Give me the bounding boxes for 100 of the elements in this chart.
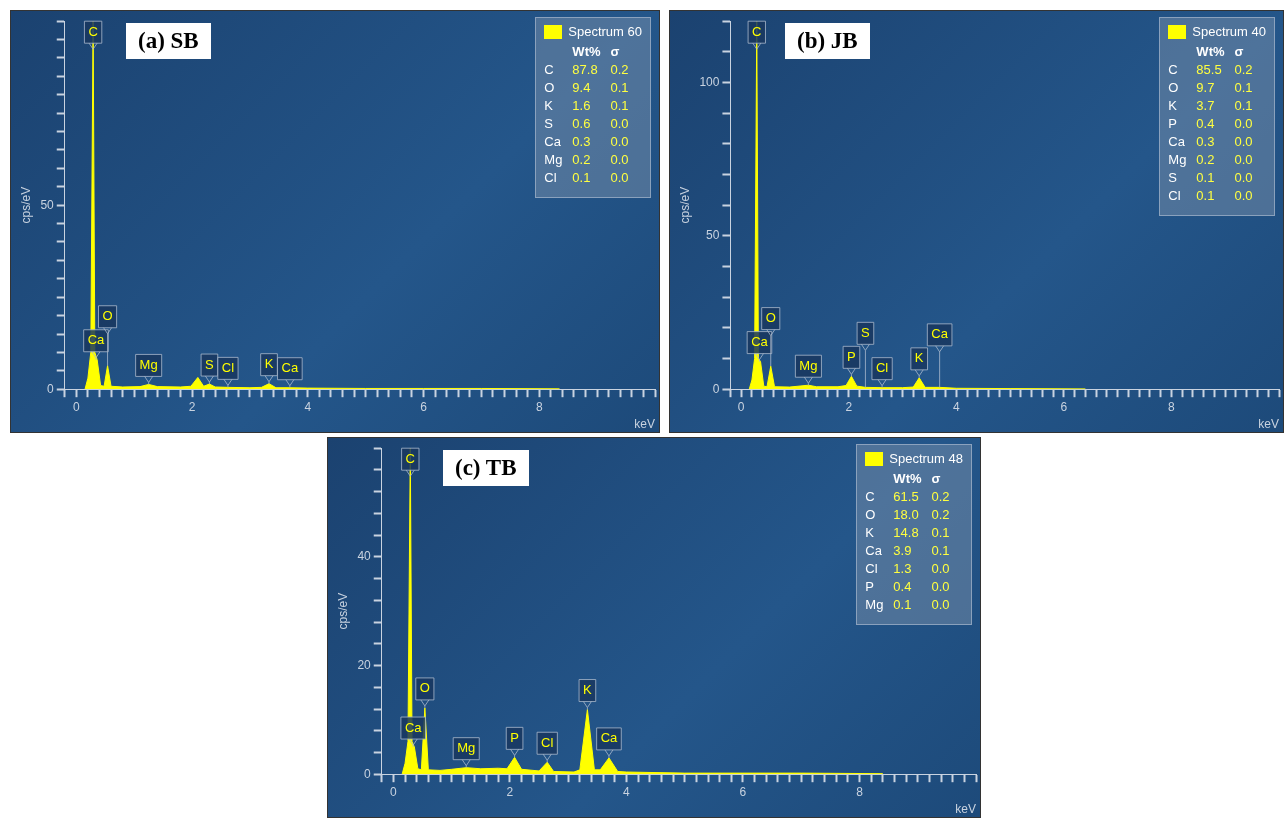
annotation: P <box>865 578 875 596</box>
annotation: Cl <box>541 734 554 750</box>
x-tick-label: 0 <box>390 784 398 799</box>
annotation: S <box>1168 169 1178 187</box>
annotation: Cl <box>544 169 558 187</box>
x-axis-title: keV <box>955 802 976 817</box>
x-tick-label: 6 <box>420 399 428 414</box>
annotation: 0.0 <box>931 596 951 614</box>
annotation: Wt% <box>893 470 923 488</box>
annotation: S <box>544 115 554 133</box>
x-tick-label: 8 <box>856 784 864 799</box>
annotation: Mg <box>544 151 564 169</box>
annotation: 0.0 <box>610 133 630 151</box>
annotation: O <box>865 506 877 524</box>
annotation: 87.8 <box>572 61 599 79</box>
annotation: 0.2 <box>610 61 630 79</box>
annotation: Ca <box>87 332 106 348</box>
annotation: 0.3 <box>572 133 592 151</box>
x-tick-label: 6 <box>739 784 747 799</box>
annotation: O <box>765 310 776 326</box>
annotation: 0.1 <box>1234 97 1254 115</box>
annotation: 0.2 <box>572 151 592 169</box>
x-tick-label: 6 <box>1060 399 1068 414</box>
chart-title: (c) TB <box>443 450 529 486</box>
annotation: S <box>205 356 215 372</box>
x-tick-label: 4 <box>623 784 631 799</box>
annotation: C <box>865 488 876 506</box>
annotation: 0.0 <box>1234 187 1254 205</box>
annotation: 0.2 <box>1234 61 1254 79</box>
annotation: 18.0 <box>893 506 920 524</box>
legend-label: Spectrum 40 <box>1192 24 1266 39</box>
annotation: 0.2 <box>931 506 951 524</box>
annotation: 0.0 <box>931 560 951 578</box>
annotation: K <box>583 682 593 698</box>
x-tick-label: 8 <box>535 399 543 414</box>
annotation: P <box>1168 115 1178 133</box>
annotation: 0.0 <box>610 169 630 187</box>
annotation: 0.0 <box>1234 133 1254 151</box>
annotation: 0.1 <box>610 79 630 97</box>
y-tick-label: 20 <box>357 657 372 672</box>
annotation: 0.2 <box>1196 151 1216 169</box>
x-tick-label: 0 <box>737 399 745 414</box>
annotation: C <box>405 450 415 466</box>
annotation: Ca <box>600 730 619 746</box>
annotation: 9.7 <box>1196 79 1216 97</box>
chart-title: (a) SB <box>126 23 211 59</box>
annotation: 9.4 <box>572 79 592 97</box>
y-tick-label: 0 <box>364 766 372 781</box>
annotation: 1.3 <box>893 560 913 578</box>
annotation: P <box>510 729 519 745</box>
annotation: 0.1 <box>610 97 630 115</box>
annotation: Cl <box>875 360 889 376</box>
annotation: 0.6 <box>572 115 592 133</box>
legend-label: Spectrum 48 <box>889 451 963 466</box>
annotation: 1.6 <box>572 97 592 115</box>
annotation: Mg <box>1168 151 1188 169</box>
annotation: Cl <box>221 359 235 375</box>
annotation: 0.0 <box>610 115 630 133</box>
x-axis-title: keV <box>1258 417 1279 432</box>
y-tick-label: 50 <box>706 228 720 243</box>
x-tick-label: 2 <box>845 399 853 414</box>
annotation: C <box>544 61 555 79</box>
annotation: 14.8 <box>893 524 920 542</box>
annotation: Cl <box>1168 187 1182 205</box>
y-tick-label: 50 <box>40 197 55 212</box>
annotation: 0.0 <box>1234 115 1254 133</box>
y-axis-title: cps/eV <box>18 186 33 224</box>
annotation: 0.3 <box>1196 133 1216 151</box>
annotation: 0.1 <box>893 596 913 614</box>
x-tick-label: 4 <box>952 399 960 414</box>
annotation: O <box>544 79 556 97</box>
annotation: 85.5 <box>1196 61 1223 79</box>
annotation: 0.1 <box>572 169 592 187</box>
annotation: 0.1 <box>1196 187 1216 205</box>
annotation: 0.1 <box>1234 79 1254 97</box>
x-axis-title: keV <box>634 417 655 432</box>
y-tick-label: 0 <box>712 381 720 396</box>
annotation: Ca <box>1168 133 1186 151</box>
y-axis-title: cps/eV <box>335 592 350 630</box>
annotation: Ca <box>544 133 562 151</box>
y-tick-label: 40 <box>357 549 372 564</box>
annotation: O <box>102 308 113 324</box>
annotation: 3.7 <box>1196 97 1216 115</box>
annotation: Mg <box>457 740 476 756</box>
x-tick-label: 8 <box>1168 399 1176 414</box>
annotation: K <box>865 524 875 542</box>
annotation: 0.1 <box>931 542 951 560</box>
annotation: Mg <box>799 357 818 373</box>
annotation: S <box>861 324 871 340</box>
annotation: Ca <box>931 326 949 342</box>
annotation: 0.1 <box>1196 169 1216 187</box>
annotation: O <box>419 680 430 696</box>
annotation: Ca <box>865 542 883 560</box>
annotation: K <box>264 356 274 372</box>
annotation: 3.9 <box>893 542 913 560</box>
x-tick-label: 0 <box>72 399 80 414</box>
annotation: 0.0 <box>610 151 630 169</box>
annotation: σ <box>931 470 942 488</box>
legend-label: Spectrum 60 <box>568 24 642 39</box>
annotation: Cl <box>865 560 879 578</box>
